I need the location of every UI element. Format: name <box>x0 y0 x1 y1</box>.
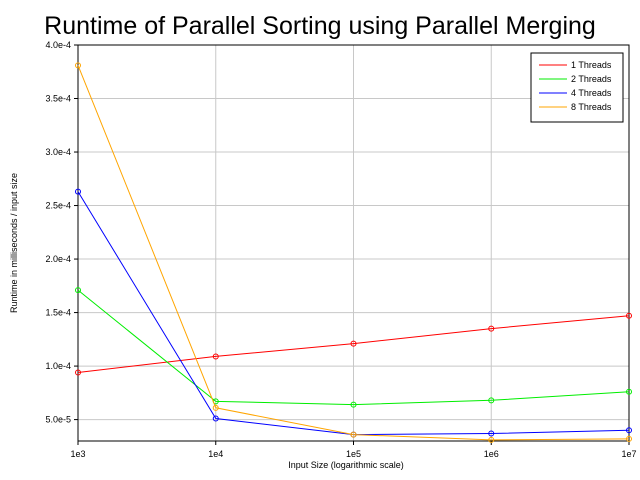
x-tick-label: 1e5 <box>346 449 361 459</box>
y-tick-label: 3.0e-4 <box>45 147 71 157</box>
y-tick-label: 1.5e-4 <box>45 308 71 318</box>
series-8-threads <box>75 62 632 443</box>
y-axis-label: Runtime in milliseconds / input size <box>9 173 19 313</box>
data-point <box>626 388 632 395</box>
data-point <box>350 401 357 408</box>
y-tick-label: 5.0e-5 <box>45 415 71 425</box>
x-axis: 1e3 1e4 1e5 1e6 1e7 <box>70 441 637 459</box>
y-tick-label: 1.0e-4 <box>45 361 71 371</box>
data-point <box>488 430 495 437</box>
legend: 1 Threads 2 Threads 4 Threads 8 Threads <box>530 52 624 123</box>
data-point <box>350 431 357 438</box>
legend-label: 1 Threads <box>571 60 612 70</box>
x-tick-label: 1e6 <box>484 449 499 459</box>
series-2-threads <box>75 287 632 408</box>
data-point <box>75 287 81 294</box>
legend-label: 4 Threads <box>571 88 612 98</box>
chart-title: Runtime of Parallel Sorting using Parall… <box>44 12 596 40</box>
data-point <box>212 404 219 411</box>
data-point <box>212 415 219 422</box>
data-point <box>212 353 219 360</box>
data-point <box>488 325 495 332</box>
data-point <box>75 369 81 376</box>
series-line <box>77 65 630 441</box>
data-point <box>488 397 495 404</box>
data-point <box>626 427 632 434</box>
data-point <box>350 340 357 347</box>
y-axis: 5.0e-5 1.0e-4 1.5e-4 2.0e-4 2.5e-4 3.0e-4 3.5e… <box>45 40 78 425</box>
data-point <box>75 188 81 195</box>
series-1-threads <box>75 312 632 376</box>
x-tick-label: 1e7 <box>621 449 636 459</box>
data-point <box>626 312 632 319</box>
legend-label: 2 Threads <box>571 74 612 84</box>
data-point <box>626 435 632 442</box>
x-tick-label: 1e3 <box>70 449 85 459</box>
y-tick-label: 4.0e-4 <box>45 40 71 50</box>
series-layer <box>75 62 632 443</box>
x-axis-label: Input Size (logarithmic scale) <box>288 460 404 470</box>
series-line <box>77 315 630 373</box>
y-tick-label: 3.5e-4 <box>45 94 71 104</box>
legend-label: 8 Threads <box>571 102 612 112</box>
y-tick-label: 2.0e-4 <box>45 254 71 264</box>
y-tick-label: 2.5e-4 <box>45 201 71 211</box>
data-point <box>488 436 495 443</box>
series-line <box>77 289 630 406</box>
data-point <box>75 62 81 69</box>
x-tick-label: 1e4 <box>208 449 223 459</box>
